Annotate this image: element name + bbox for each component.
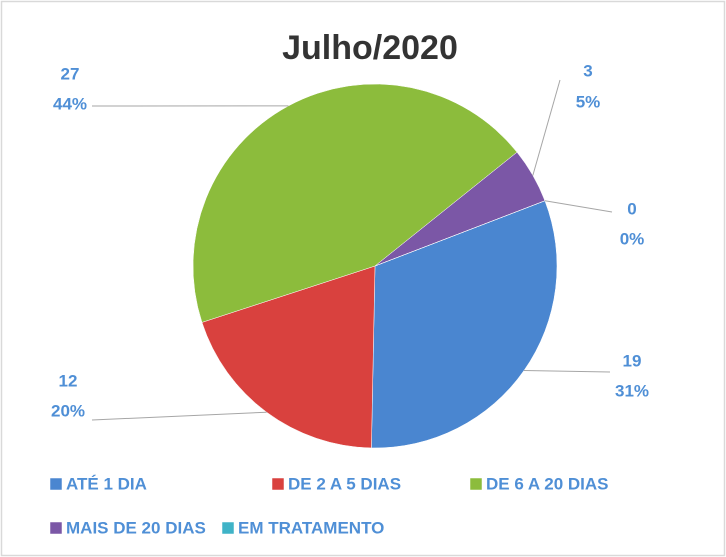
- data-label: 0: [627, 199, 636, 218]
- data-label-percent: 5%: [576, 92, 601, 111]
- data-label: 12: [59, 371, 78, 390]
- leader-line: [91, 411, 267, 421]
- legend-label: DE 2 A 5 DIAS: [288, 474, 401, 493]
- legend-marker: [49, 521, 63, 535]
- leader-line: [532, 79, 561, 176]
- data-label-percent: 44%: [53, 94, 87, 113]
- data-label: 3: [583, 61, 592, 80]
- data-label-percent: 31%: [615, 381, 649, 400]
- data-label-percent: 20%: [51, 401, 85, 420]
- data-label: 27: [61, 64, 80, 83]
- leader-line: [544, 200, 613, 213]
- legend-marker: [271, 477, 285, 491]
- data-label-percent: 0%: [620, 229, 645, 248]
- pie-slice: [201, 265, 376, 449]
- legend-marker: [221, 521, 235, 535]
- legend-label: ATÉ 1 DIA: [66, 474, 147, 493]
- data-label: 19: [623, 351, 642, 370]
- leader-line: [523, 370, 611, 373]
- legend-label: MAIS DE 20 DIAS: [66, 518, 206, 537]
- chart-title: Julho/2020: [282, 29, 458, 67]
- legend-marker: [469, 477, 483, 491]
- pie-slice: [374, 151, 546, 267]
- legend-label: DE 6 A 20 DIAS: [486, 474, 609, 493]
- legend-label: EM TRATAMENTO: [238, 518, 384, 537]
- legend-marker: [49, 477, 63, 491]
